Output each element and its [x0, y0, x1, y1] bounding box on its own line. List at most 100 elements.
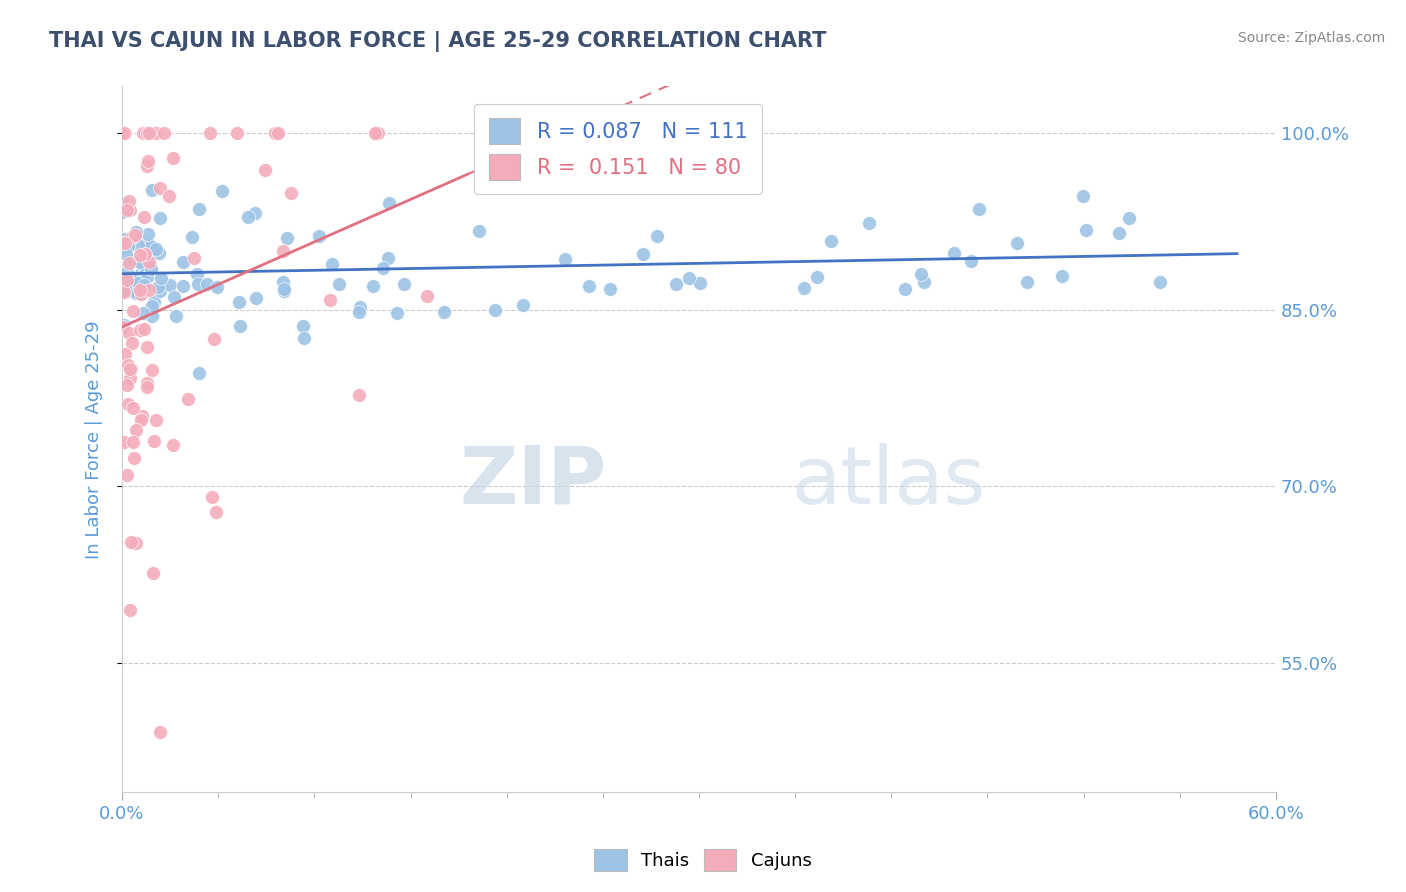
Point: [378, 196, 401, 211]
Point: [385, 306, 408, 320]
Point: [321, 257, 343, 271]
Point: [205, 505, 228, 519]
Point: [678, 271, 700, 285]
Point: [132, 210, 155, 224]
Text: THAI VS CAJUN IN LABOR FORCE | AGE 25-29 CORRELATION CHART: THAI VS CAJUN IN LABOR FORCE | AGE 25-29…: [49, 31, 827, 53]
Point: [229, 319, 252, 334]
Point: [157, 189, 180, 203]
Point: [115, 264, 138, 278]
Point: [118, 326, 141, 341]
Point: [1050, 268, 1073, 283]
Point: [131, 266, 153, 280]
Point: [172, 278, 194, 293]
Point: [125, 423, 148, 437]
Point: [202, 332, 225, 346]
Point: [149, 284, 172, 298]
Point: [138, 127, 160, 141]
Point: [112, 435, 135, 450]
Point: [181, 230, 204, 244]
Point: [142, 295, 165, 310]
Point: [512, 298, 534, 312]
Point: [599, 282, 621, 296]
Point: [150, 270, 173, 285]
Point: [132, 277, 155, 292]
Point: [894, 282, 917, 296]
Point: [124, 228, 146, 243]
Point: [273, 244, 295, 258]
Point: [177, 392, 200, 407]
Point: [273, 284, 295, 298]
Point: [149, 180, 172, 194]
Y-axis label: In Labor Force | Age 25-29: In Labor Force | Age 25-29: [86, 320, 103, 558]
Point: [114, 347, 136, 361]
Point: [292, 331, 315, 345]
Point: [111, 235, 134, 250]
Point: [467, 224, 489, 238]
Point: [118, 194, 141, 208]
Point: [117, 239, 139, 253]
Point: [197, 277, 219, 291]
Point: [118, 254, 141, 268]
Point: [153, 127, 176, 141]
Point: [117, 396, 139, 410]
Point: [349, 300, 371, 314]
Point: [267, 127, 290, 141]
Point: [273, 282, 295, 296]
Point: [120, 362, 142, 376]
Point: [135, 236, 157, 251]
Point: [135, 270, 157, 285]
Point: [146, 280, 169, 294]
Point: [141, 309, 163, 323]
Point: [136, 153, 159, 168]
Point: [128, 248, 150, 262]
Point: [121, 230, 143, 244]
Point: [392, 277, 415, 291]
Point: [960, 253, 983, 268]
Point: [1071, 189, 1094, 203]
Point: [122, 434, 145, 449]
Point: [165, 309, 187, 323]
Point: [131, 409, 153, 424]
Point: [128, 254, 150, 268]
Point: [115, 282, 138, 296]
Point: [149, 211, 172, 225]
Point: [118, 603, 141, 617]
Point: [135, 248, 157, 262]
Point: [125, 536, 148, 550]
Point: [135, 340, 157, 354]
Point: [198, 127, 221, 141]
Point: [117, 271, 139, 285]
Point: [188, 366, 211, 380]
Point: [141, 299, 163, 313]
Point: [280, 186, 302, 200]
Point: [138, 255, 160, 269]
Point: [664, 277, 686, 291]
Point: [858, 216, 880, 230]
Point: [132, 258, 155, 272]
Point: [129, 283, 152, 297]
Legend: R = 0.087   N = 111, R =  0.151   N = 80: R = 0.087 N = 111, R = 0.151 N = 80: [474, 103, 762, 194]
Point: [120, 274, 142, 288]
Point: [433, 305, 456, 319]
Point: [578, 279, 600, 293]
Point: [129, 412, 152, 426]
Point: [135, 160, 157, 174]
Point: [111, 283, 134, 297]
Point: [120, 362, 142, 376]
Point: [120, 370, 142, 384]
Point: [111, 204, 134, 219]
Point: [135, 380, 157, 394]
Point: [120, 271, 142, 285]
Point: [115, 281, 138, 295]
Point: [120, 534, 142, 549]
Point: [1074, 223, 1097, 237]
Point: [188, 202, 211, 216]
Point: [125, 277, 148, 292]
Point: [139, 262, 162, 277]
Point: [631, 247, 654, 261]
Point: [645, 229, 668, 244]
Point: [115, 468, 138, 483]
Point: [1015, 275, 1038, 289]
Point: [276, 230, 298, 244]
Point: [162, 151, 184, 165]
